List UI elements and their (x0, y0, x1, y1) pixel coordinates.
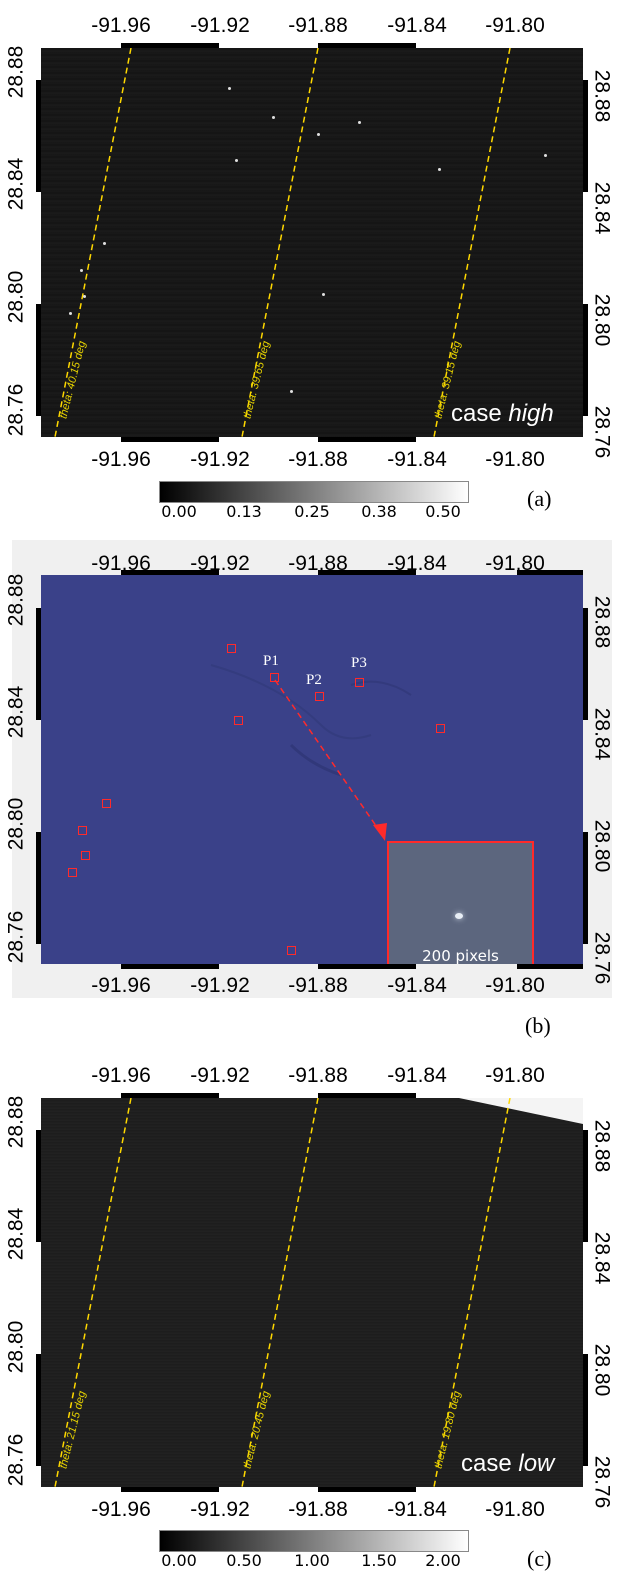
x-tick: -91.80 (485, 974, 545, 997)
y-tick: 28.80 (590, 819, 614, 873)
x-tick: -91.92 (190, 974, 250, 997)
colorbar-tick: 0.00 (161, 502, 197, 521)
x-tick: -91.92 (190, 14, 250, 37)
y-tick: 28.88 (4, 1095, 28, 1149)
x-tick: -91.92 (190, 448, 250, 471)
y-tick: 28.76 (4, 910, 28, 964)
sar-image-high: theta: 40.15 deg theta: 39.65 deg theta:… (41, 48, 583, 437)
zoom-inset: 200 pixels (387, 841, 534, 964)
inset-scale-label: 200 pixels (422, 947, 499, 964)
point-label: P3 (351, 655, 367, 671)
colorbar-tick: 2.00 (425, 1551, 461, 1570)
sar-image-low: theta: 21.15 deg theta: 20.45 deg theta:… (41, 1098, 583, 1487)
y-tick: 28.76 (590, 931, 614, 985)
x-tick: -91.96 (91, 1498, 151, 1521)
y-tick: 28.84 (4, 685, 28, 739)
x-tick: -91.84 (387, 1064, 447, 1087)
x-tick: -91.88 (288, 14, 348, 37)
y-tick: 28.84 (590, 181, 614, 235)
x-tick: -91.80 (485, 1498, 545, 1521)
panel-label: (a) (527, 486, 552, 511)
x-tick: -91.92 (190, 1498, 250, 1521)
y-tick: 28.84 (590, 1231, 614, 1285)
x-tick: -91.84 (387, 448, 447, 471)
y-tick: 28.76 (590, 405, 614, 459)
x-tick: -91.96 (91, 974, 151, 997)
colorbar-tick: 0.13 (226, 502, 262, 521)
x-tick: -91.84 (387, 1498, 447, 1521)
x-tick: -91.88 (288, 552, 348, 575)
y-tick: 28.84 (590, 707, 614, 761)
y-tick: 28.88 (4, 573, 28, 627)
x-tick: -91.92 (190, 552, 250, 575)
y-tick: 28.88 (590, 1119, 614, 1173)
x-tick: -91.96 (91, 552, 151, 575)
x-tick: -91.80 (485, 1064, 545, 1087)
colorbar-tick: 0.38 (361, 502, 397, 521)
x-tick: -91.88 (288, 974, 348, 997)
colorbar-tick: 0.00 (161, 1551, 197, 1570)
x-tick: -91.84 (387, 14, 447, 37)
y-tick: 28.80 (4, 270, 28, 324)
panel-b: -91.96 -91.92 -91.88 -91.84 -91.80 P1 P2… (0, 540, 623, 1040)
colorbar-tick: 0.50 (226, 1551, 262, 1570)
y-tick: 28.76 (4, 383, 28, 437)
x-tick: -91.88 (288, 1498, 348, 1521)
case-label: case high (451, 400, 554, 427)
x-tick: -91.96 (91, 448, 151, 471)
colorbar (159, 481, 469, 503)
x-tick: -91.96 (91, 1064, 151, 1087)
x-tick: -91.80 (485, 14, 545, 37)
optical-image: P1 P2 P3 200 pixels (41, 575, 583, 964)
x-tick: -91.84 (387, 552, 447, 575)
x-tick: -91.96 (91, 14, 151, 37)
y-tick: 28.80 (4, 1320, 28, 1374)
y-tick: 28.88 (590, 69, 614, 123)
colorbar-tick: 1.50 (361, 1551, 397, 1570)
y-tick: 28.80 (590, 1343, 614, 1397)
y-tick: 28.76 (590, 1455, 614, 1509)
colorbar-tick: 1.00 (294, 1551, 330, 1570)
panel-a: -91.96 -91.92 -91.88 -91.84 -91.80 theta… (0, 0, 623, 521)
colorbar-tick: 0.50 (425, 502, 461, 521)
x-tick: -91.92 (190, 1064, 250, 1087)
point-label: P1 (263, 653, 279, 669)
colorbar (159, 1530, 469, 1552)
x-tick: -91.80 (485, 552, 545, 575)
x-tick: -91.88 (288, 1064, 348, 1087)
case-label: case low (461, 1450, 555, 1477)
panel-label: (c) (527, 1546, 552, 1571)
panel-label: (b) (525, 1013, 551, 1038)
y-tick: 28.76 (4, 1433, 28, 1487)
y-tick: 28.84 (4, 157, 28, 211)
x-tick: -91.84 (387, 974, 447, 997)
y-tick: 28.88 (4, 45, 28, 99)
y-tick: 28.80 (590, 293, 614, 347)
panel-c: -91.96 -91.92 -91.88 -91.84 -91.80 theta… (0, 1058, 623, 1578)
y-tick: 28.88 (590, 595, 614, 649)
x-tick: -91.80 (485, 448, 545, 471)
colorbar-tick: 0.25 (294, 502, 330, 521)
y-tick: 28.84 (4, 1207, 28, 1261)
x-tick: -91.88 (288, 448, 348, 471)
point-label: P2 (306, 672, 322, 688)
y-tick: 28.80 (4, 797, 28, 851)
